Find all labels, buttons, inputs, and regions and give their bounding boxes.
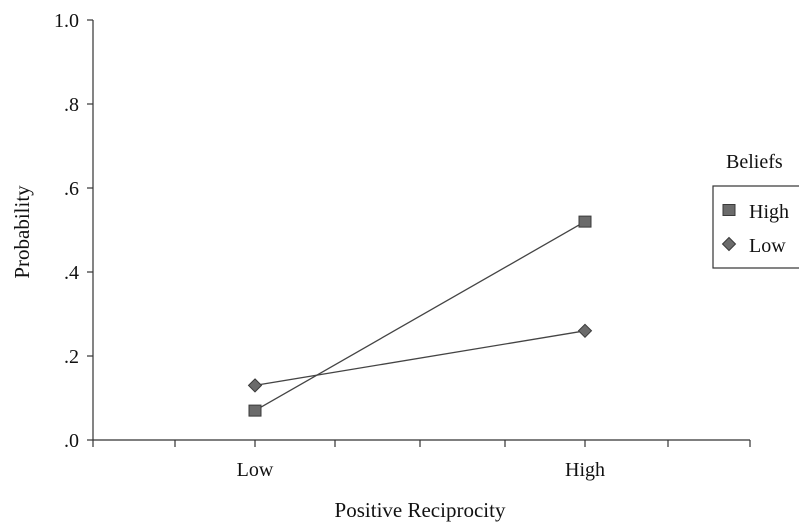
y-axis-ticks: .0 .2 .4 .6 .8 1.0 xyxy=(54,10,93,452)
legend-items: High Low xyxy=(721,201,789,257)
x-tick-label-0: Low xyxy=(237,459,274,481)
y-tick-label-4: .8 xyxy=(64,94,79,116)
legend-box xyxy=(712,185,799,269)
series-line-low xyxy=(254,330,586,387)
series-lines xyxy=(254,221,586,412)
y-tick-label-5: 1.0 xyxy=(54,10,79,32)
x-tick-label-1: High xyxy=(565,459,605,481)
legend-marker-high xyxy=(722,204,736,216)
x-axis-ticks: Low High xyxy=(92,440,751,481)
legend-title: Beliefs xyxy=(726,151,783,173)
y-tick-label-0: .0 xyxy=(64,430,79,452)
legend-label-high: High xyxy=(749,201,789,223)
series-markers xyxy=(247,215,593,417)
y-tick-label-3: .6 xyxy=(64,178,79,200)
point-high-high xyxy=(578,215,592,228)
x-axis-title: Positive Reciprocity xyxy=(335,498,506,522)
series-line-high xyxy=(254,221,586,412)
legend: Beliefs High Low xyxy=(712,151,799,269)
y-axis-title: Probability xyxy=(10,185,34,279)
point-low-high xyxy=(577,323,593,339)
point-high-low xyxy=(248,404,262,417)
y-tick-label-1: .2 xyxy=(64,346,79,368)
legend-marker-low xyxy=(721,236,737,252)
point-low-low xyxy=(247,378,263,393)
legend-label-low: Low xyxy=(749,235,786,257)
y-tick-label-2: .4 xyxy=(64,262,79,284)
